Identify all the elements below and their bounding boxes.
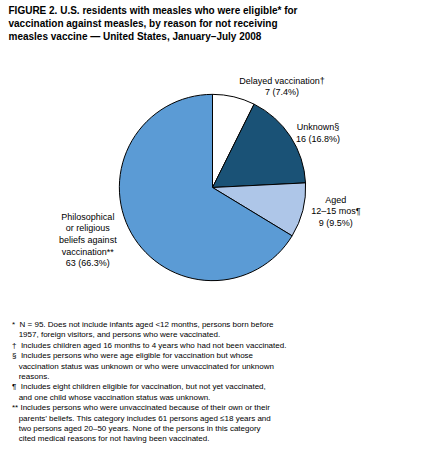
svg-text:FIGURE 2. U.S. residents with: FIGURE 2. U.S. residents with measles wh…	[9, 5, 298, 42]
svg-text:Philosophicalor religiousbelie: Philosophicalor religiousbeliefs against…	[59, 212, 117, 269]
svg-text:Unknown§16 (16.8%): Unknown§16 (16.8%)	[296, 122, 340, 144]
svg-text:* N = 95. Does not include in: * N = 95. Does not include infants aged …	[12, 320, 286, 443]
svg-text:Delayed vaccination†7 (7.4%): Delayed vaccination†7 (7.4%)	[239, 76, 325, 98]
svg-text:Aged12–15 mos¶9 (9.5%): Aged12–15 mos¶9 (9.5%)	[311, 195, 361, 228]
